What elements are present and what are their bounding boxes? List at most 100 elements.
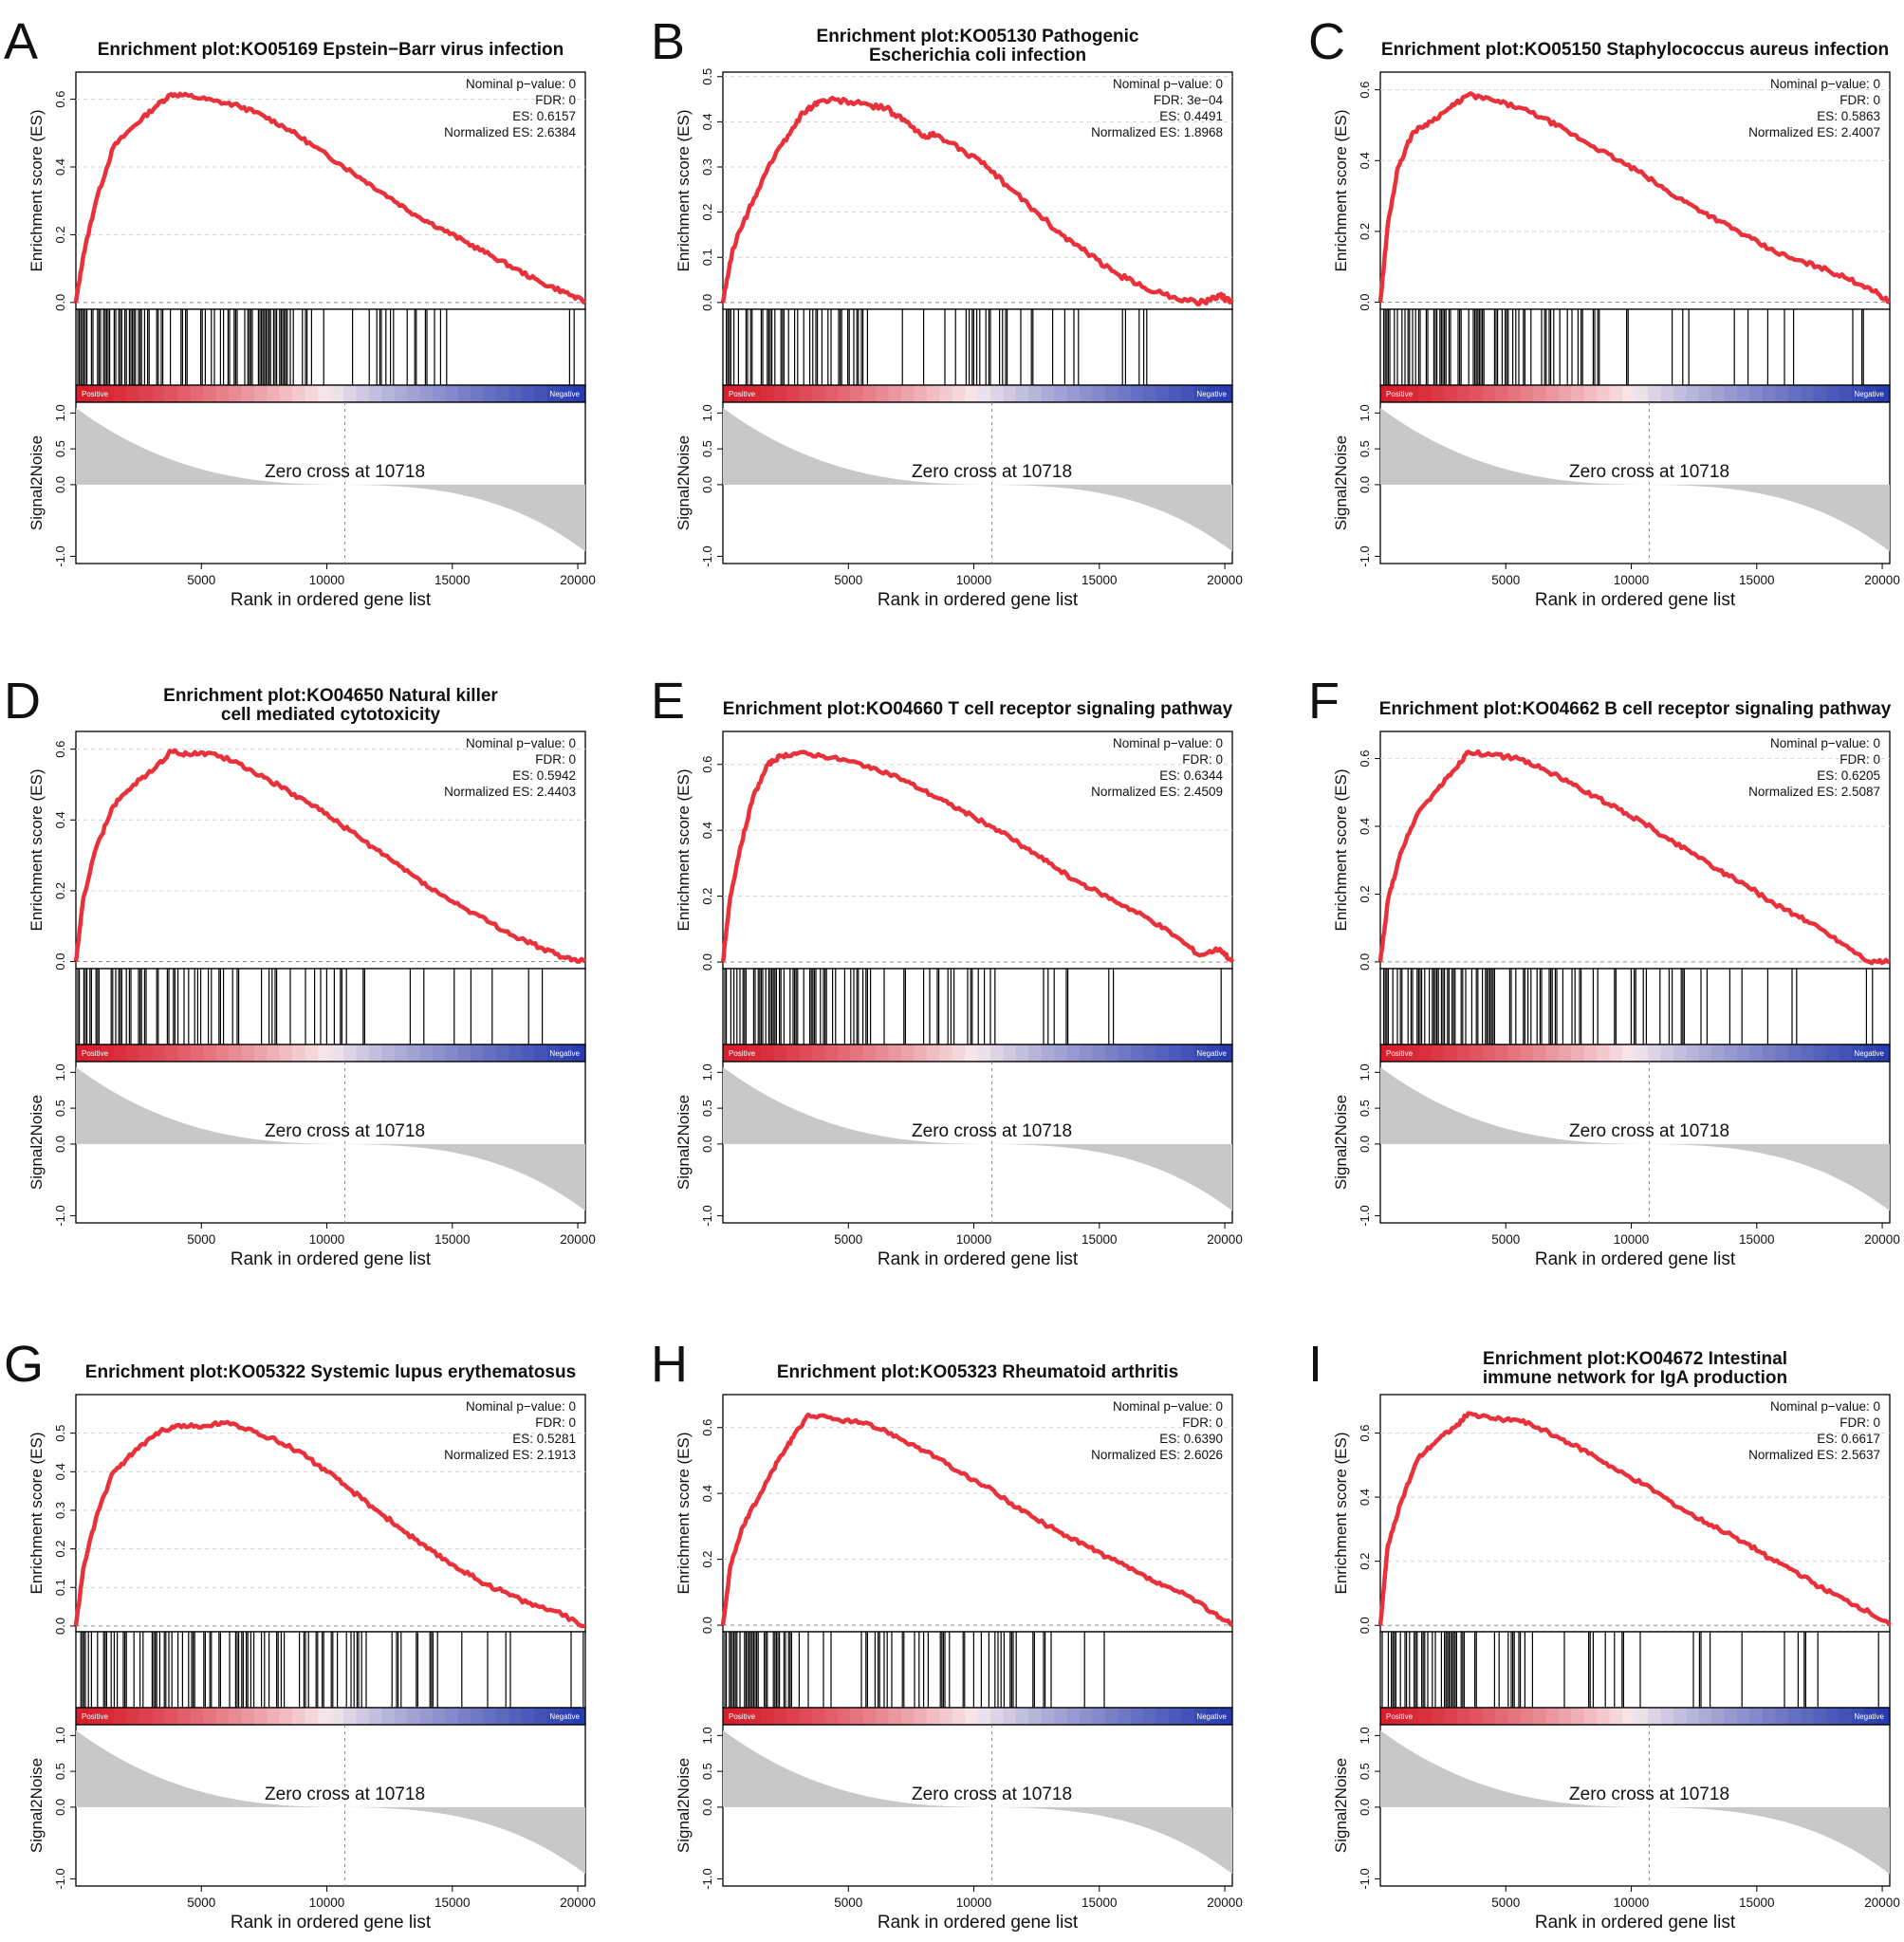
rank-color-segment xyxy=(164,385,178,402)
panel-title: Enrichment plot:KO04662 B cell receptor … xyxy=(1379,699,1892,719)
rank-color-segment xyxy=(1380,385,1395,402)
rank-color-segment xyxy=(114,1045,128,1062)
es-curve xyxy=(73,1419,586,1629)
rank-color-segment xyxy=(1015,385,1029,402)
rank-color-segment xyxy=(342,1045,357,1062)
x-tick-label: 20000 xyxy=(560,1896,596,1910)
rank-color-segment xyxy=(1015,1708,1029,1725)
stat-line: Normalized ES: 1.8968 xyxy=(1091,125,1223,139)
x-tick-label: 5000 xyxy=(187,1896,215,1910)
rank-color-segment xyxy=(1393,1045,1407,1062)
rank-color-segment xyxy=(1635,385,1649,402)
rank-color-segment xyxy=(1571,1045,1585,1062)
rank-color-segment xyxy=(914,385,928,402)
stat-line: Nominal p−value: 0 xyxy=(466,1399,576,1414)
stat-line: Nominal p−value: 0 xyxy=(1113,77,1223,91)
rank-color-segment xyxy=(1724,1708,1738,1725)
rank-color-segment xyxy=(735,1045,749,1062)
rank-color-segment xyxy=(1839,1045,1853,1062)
rank-color-segment xyxy=(1028,1045,1043,1062)
rank-color-segment xyxy=(1054,1045,1068,1062)
stat-line: Normalized ES: 2.5637 xyxy=(1748,1448,1880,1462)
panel-title: Escherichia coli infection xyxy=(869,46,1086,65)
rank-color-segment xyxy=(914,1708,928,1725)
rank-color-segment xyxy=(1660,1708,1674,1725)
panel-h: H Enrichment plot:KO05323 Rheumatoid arth… xyxy=(651,1336,1243,1933)
rank-color-segment xyxy=(1851,1045,1865,1062)
negative-label: Negative xyxy=(1854,1712,1884,1721)
rank-color-segment xyxy=(1193,1045,1208,1062)
metric-y-tick-label: -1.0 xyxy=(53,1205,67,1226)
rank-color-segment xyxy=(1545,1708,1560,1725)
rank-color-segment xyxy=(432,385,446,402)
x-tick-label: 15000 xyxy=(434,1896,471,1910)
negative-label: Negative xyxy=(1196,1049,1227,1058)
metric-y-tick-label: 0.0 xyxy=(53,476,67,493)
rank-color-segment xyxy=(1698,1708,1712,1725)
metric-axis-label: Signal2Noise xyxy=(1332,435,1350,530)
zero-cross-label: Zero cross at 10718 xyxy=(1569,1121,1729,1141)
rank-color-segment xyxy=(203,385,217,402)
rank-color-segment xyxy=(811,1045,825,1062)
rank-color-segment xyxy=(926,1045,940,1062)
rank-color-segment xyxy=(279,1708,293,1725)
rank-color-segment xyxy=(229,1045,243,1062)
x-tick-label: 10000 xyxy=(309,1896,345,1910)
metric-y-tick-label: -1.0 xyxy=(700,1205,714,1226)
rank-color-segment xyxy=(952,1045,966,1062)
stat-line: Nominal p−value: 0 xyxy=(1113,1399,1223,1414)
rank-color-segment xyxy=(1635,1708,1649,1725)
rank-color-segment xyxy=(560,385,574,402)
rank-color-segment xyxy=(546,1045,561,1062)
x-tick-label: 15000 xyxy=(1739,1896,1775,1910)
rank-color-segment xyxy=(101,1708,115,1725)
rank-color-segment xyxy=(1635,1045,1649,1062)
rank-color-segment xyxy=(88,1708,102,1725)
rank-color-segment xyxy=(1104,385,1118,402)
metric-axis-label: Signal2Noise xyxy=(28,1758,46,1853)
rank-color-segment xyxy=(1520,1045,1534,1062)
metric-area xyxy=(1380,1730,1890,1875)
x-axis-label: Rank in ordered gene list xyxy=(878,590,1079,610)
rank-color-segment xyxy=(850,1045,864,1062)
negative-label: Negative xyxy=(1196,1712,1227,1721)
rank-color-segment xyxy=(1155,385,1170,402)
panel-c: C Enrichment plot:KO05150 Staphylococcus … xyxy=(1308,13,1900,610)
rank-color-segment xyxy=(1583,385,1598,402)
rank-color-segment xyxy=(1711,385,1726,402)
metric-y-tick-label: 1.0 xyxy=(700,1063,714,1081)
rank-color-segment xyxy=(761,1708,775,1725)
es-axis-label: Enrichment score (ES) xyxy=(28,110,46,272)
rank-color-segment xyxy=(305,1045,319,1062)
rank-color-segment xyxy=(164,1045,178,1062)
metric-y-tick-label: -1.0 xyxy=(53,1868,67,1889)
es-y-tick-label: 0.2 xyxy=(1358,1553,1372,1570)
panel-letter: C xyxy=(1308,13,1345,70)
rank-color-segment xyxy=(1219,385,1233,402)
es-y-tick-label: 0.0 xyxy=(1358,953,1372,971)
rank-color-segment xyxy=(1219,1708,1233,1725)
metric-y-tick-label: -1.0 xyxy=(700,546,714,566)
x-tick-label: 10000 xyxy=(956,1232,992,1247)
rank-color-segment xyxy=(914,1045,928,1062)
stat-line: ES: 0.4491 xyxy=(1159,109,1223,123)
rank-color-segment xyxy=(1456,385,1470,402)
es-y-tick-label: 0.6 xyxy=(53,91,67,108)
rank-color-segment xyxy=(1801,385,1815,402)
stat-line: Nominal p−value: 0 xyxy=(1770,77,1880,91)
metric-y-tick-label: 1.0 xyxy=(53,1727,67,1744)
panel-title: Enrichment plot:KO04672 Intestinal xyxy=(1483,1349,1787,1369)
metric-y-tick-label: -1.0 xyxy=(1358,1868,1372,1889)
rank-color-segment xyxy=(888,1708,902,1725)
rank-color-segment xyxy=(229,1708,243,1725)
stat-line: ES: 0.6157 xyxy=(512,109,576,123)
rank-color-segment xyxy=(723,1045,737,1062)
es-frame xyxy=(722,731,1233,970)
rank-color-segment xyxy=(748,1708,762,1725)
metric-y-tick-label: 0.5 xyxy=(700,1100,714,1117)
metric-y-tick-label: 1.0 xyxy=(53,1063,67,1081)
panel-title: Enrichment plot:KO05323 Rheumatoid arthr… xyxy=(777,1362,1178,1382)
stat-line: Normalized ES: 2.4007 xyxy=(1748,125,1880,139)
rank-color-segment xyxy=(1193,1708,1208,1725)
rank-color-segment xyxy=(521,385,535,402)
